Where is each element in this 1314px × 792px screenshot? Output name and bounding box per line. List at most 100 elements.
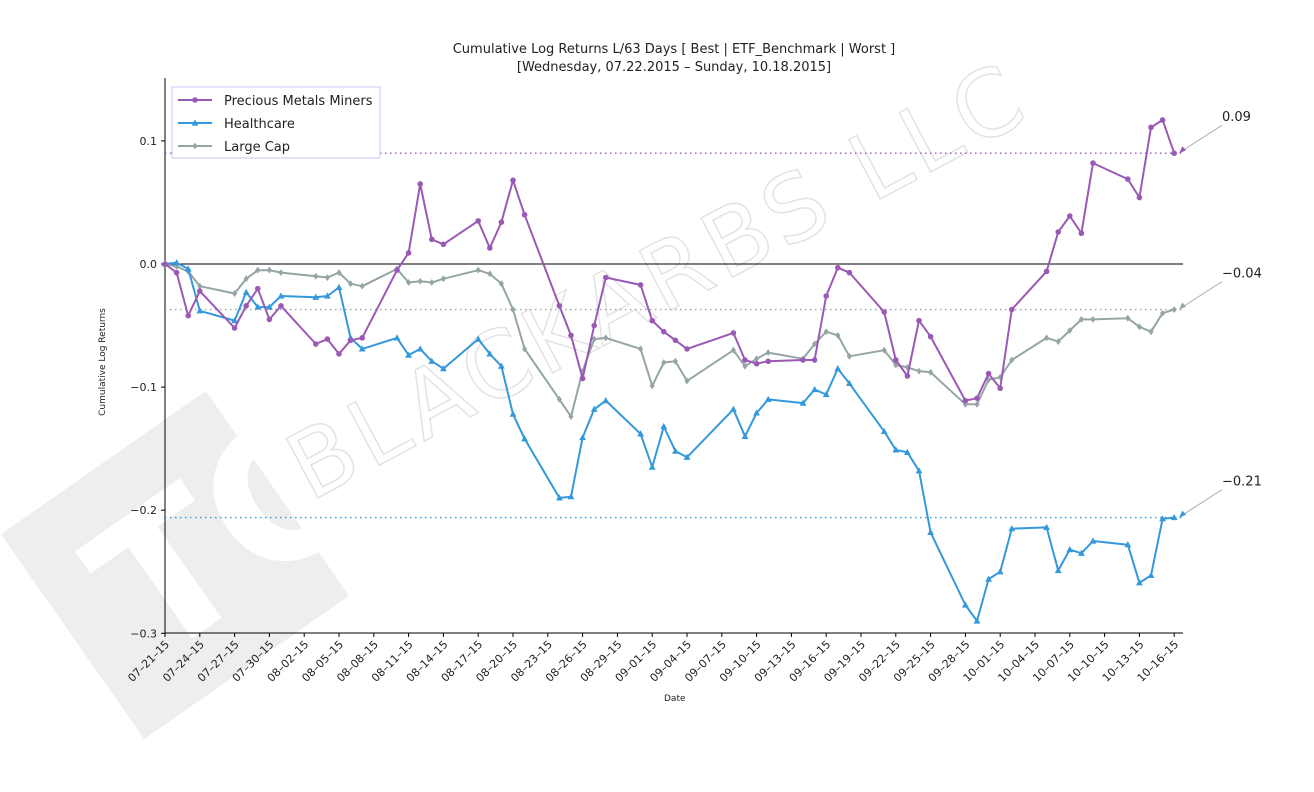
data-point bbox=[417, 181, 424, 187]
data-point bbox=[336, 351, 342, 357]
x-axis-label: Date bbox=[664, 694, 686, 704]
data-point bbox=[568, 332, 574, 339]
data-point bbox=[672, 447, 679, 454]
data-point bbox=[683, 453, 691, 460]
chart-title: Cumulative Log Returns L/63 Days [ Best … bbox=[452, 42, 896, 57]
data-point bbox=[510, 177, 516, 184]
series-precious-metals-miners bbox=[162, 117, 1177, 404]
data-point bbox=[637, 430, 644, 437]
data-point bbox=[243, 275, 249, 283]
data-point bbox=[660, 422, 668, 430]
chart-subtitle: [Wednesday, 07.22.2015 – Sunday, 10.18.2… bbox=[516, 60, 832, 75]
data-point bbox=[985, 575, 992, 582]
data-point bbox=[603, 274, 609, 281]
data-point bbox=[1043, 523, 1050, 531]
data-point bbox=[1136, 194, 1143, 201]
data-point bbox=[498, 280, 504, 288]
data-point bbox=[521, 211, 528, 218]
data-point bbox=[892, 446, 900, 453]
data-point bbox=[812, 340, 818, 348]
data-point bbox=[962, 397, 969, 404]
data-point bbox=[962, 601, 969, 608]
data-point bbox=[416, 345, 424, 352]
legend-label: Precious Metals Miners bbox=[224, 94, 373, 109]
data-point bbox=[475, 266, 481, 274]
data-point bbox=[1067, 213, 1073, 219]
data-point bbox=[846, 269, 853, 276]
data-point bbox=[904, 448, 911, 455]
y-tick-label: −0.1 bbox=[130, 381, 157, 394]
data-point bbox=[277, 292, 285, 299]
data-point bbox=[1125, 314, 1131, 322]
data-point bbox=[661, 359, 667, 366]
data-point bbox=[811, 385, 818, 393]
annotation-arrow bbox=[1182, 281, 1223, 307]
data-point bbox=[916, 317, 922, 324]
data-point bbox=[579, 433, 586, 441]
data-point bbox=[406, 279, 412, 286]
data-point bbox=[231, 317, 238, 324]
data-point bbox=[1055, 338, 1061, 345]
data-point bbox=[185, 312, 191, 319]
data-point bbox=[336, 269, 342, 277]
data-point bbox=[475, 218, 482, 224]
data-point bbox=[834, 365, 842, 372]
data-point bbox=[648, 463, 656, 470]
data-point bbox=[1043, 268, 1050, 275]
data-point bbox=[348, 280, 354, 288]
data-point bbox=[393, 334, 401, 341]
data-point bbox=[184, 265, 192, 272]
data-point bbox=[232, 290, 238, 297]
data-point bbox=[1159, 515, 1166, 522]
data-point bbox=[1124, 541, 1132, 548]
data-point bbox=[568, 413, 574, 421]
data-point bbox=[1159, 117, 1166, 123]
data-point bbox=[313, 341, 319, 347]
data-point bbox=[1054, 566, 1062, 574]
data-point bbox=[197, 288, 203, 294]
data-point bbox=[498, 219, 505, 225]
data-point bbox=[266, 303, 273, 310]
data-point bbox=[1147, 571, 1155, 579]
data-point bbox=[985, 370, 992, 377]
data-point bbox=[474, 335, 482, 342]
data-point bbox=[162, 261, 168, 267]
data-point bbox=[881, 309, 887, 315]
data-point bbox=[428, 357, 436, 364]
data-point bbox=[510, 306, 516, 313]
data-point bbox=[822, 390, 830, 398]
data-point bbox=[347, 337, 354, 344]
data-point bbox=[754, 355, 760, 363]
data-point bbox=[928, 368, 934, 376]
data-point bbox=[266, 316, 273, 323]
data-point bbox=[590, 405, 598, 412]
data-point bbox=[498, 362, 505, 369]
data-point bbox=[823, 293, 829, 299]
data-point bbox=[799, 399, 807, 406]
data-point bbox=[661, 328, 667, 335]
y-tick-label: 0.1 bbox=[140, 135, 158, 148]
data-point bbox=[649, 382, 655, 390]
data-point bbox=[974, 395, 980, 401]
data-point bbox=[591, 335, 597, 343]
data-point bbox=[191, 119, 199, 126]
data-point bbox=[996, 568, 1004, 575]
data-point bbox=[835, 264, 841, 271]
data-point bbox=[1078, 549, 1085, 556]
annotation-arrowhead bbox=[1179, 146, 1187, 154]
data-point bbox=[278, 303, 284, 309]
data-point bbox=[1044, 334, 1050, 342]
data-point bbox=[278, 269, 284, 277]
data-point bbox=[417, 277, 423, 285]
data-point bbox=[811, 357, 818, 363]
data-point bbox=[684, 377, 690, 385]
watermark: TC BLACKARBS LLC bbox=[0, 41, 1046, 740]
data-point bbox=[753, 409, 760, 416]
data-point bbox=[243, 303, 249, 309]
data-point bbox=[915, 467, 923, 474]
data-point bbox=[1067, 327, 1073, 334]
data-point bbox=[846, 379, 853, 387]
data-point bbox=[1171, 306, 1177, 313]
data-point bbox=[521, 435, 528, 442]
data-point bbox=[927, 333, 934, 340]
